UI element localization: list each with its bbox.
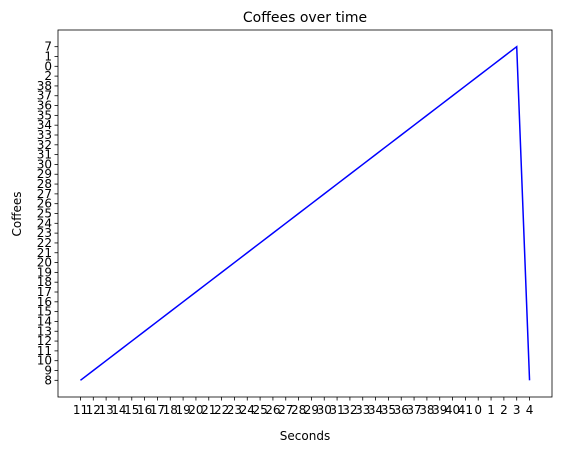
x-tick-label: 36 [394,403,409,417]
y-tick-label: 11 [37,344,52,358]
y-tick-label: 18 [37,275,52,289]
x-tick-label: 4 [526,403,534,417]
y-tick-label: 10 [37,354,52,368]
y-tick-label: 32 [37,138,52,152]
y-tick-label: 28 [37,177,52,191]
y-tick-label: 20 [37,256,52,270]
x-tick-label: 2 [500,403,508,417]
x-tick-label: 38 [419,403,434,417]
x-axis-label: Seconds [280,429,330,443]
x-tick-label: 28 [291,403,306,417]
x-tick-label: 14 [111,403,126,417]
x-tick-label: 19 [175,403,190,417]
x-tick-label: 11 [73,403,88,417]
x-tick-label: 13 [98,403,113,417]
line [79,45,531,381]
x-tick-label: 31 [329,403,344,417]
chart-title: Coffees over time [243,10,367,26]
y-tick-label: 38 [37,79,52,93]
y-tick-label: 26 [37,197,52,211]
y-tick-label: 14 [37,314,52,328]
y-tick-label: 0 [44,59,52,73]
x-tick-label: 41 [458,403,473,417]
x-tick-label: 3 [513,403,521,417]
y-tick-label: 30 [37,157,52,171]
y-tick-label: 19 [37,265,52,279]
x-tick-label: 37 [406,403,421,417]
y-tick-label: 27 [37,187,52,201]
y-tick-label: 16 [37,295,52,309]
y-tick-label: 2 [44,69,52,83]
x-tick-label: 33 [355,403,370,417]
x-tick-label: 30 [317,403,332,417]
x-tick-label: 23 [227,403,242,417]
x-tick-label: 39 [432,403,447,417]
x-tick-label: 22 [214,403,229,417]
x-tick-label: 18 [163,403,178,417]
y-tick-label: 35 [37,108,52,122]
y-tick-label: 17 [37,285,52,299]
y-tick-label: 23 [37,226,52,240]
y-tick-label: 7 [44,40,52,54]
y-tick-label: 22 [37,236,52,250]
y-tick-label: 31 [37,148,52,162]
y-tick-label: 37 [37,89,52,103]
x-tick-label: 26 [265,403,280,417]
x-tick-label: 12 [86,403,101,417]
y-tick-label: 15 [37,305,52,319]
x-tick-label: 32 [342,403,357,417]
y-tick-label: 24 [37,216,52,230]
x-tick-label: 24 [240,403,255,417]
y-tick-label: 21 [37,246,52,260]
y-tick-label: 33 [37,128,52,142]
y-tick-label: 1 [44,49,52,63]
y-axis-label: Coffees [10,191,24,236]
y-tick-label: 36 [37,99,52,113]
x-tick-label: 35 [381,403,396,417]
y-tick-label: 34 [37,118,52,132]
y-tick-label: 25 [37,207,52,221]
x-tick-label: 34 [368,403,383,417]
x-tick-label: 17 [150,403,165,417]
y-tick-label: 9 [44,364,52,378]
x-tick-label: 15 [124,403,139,417]
x-tick-label: 25 [252,403,267,417]
y-tick-label: 29 [37,167,52,181]
y-tick-label: 12 [37,334,52,348]
x-tick-label: 40 [445,403,460,417]
x-tick-label: 0 [474,403,482,417]
x-tick-label: 21 [201,403,216,417]
y-tick-label: 13 [37,324,52,338]
x-tick-label: 20 [188,403,203,417]
y-tick-label: 8 [44,373,52,387]
x-tick-label: 29 [304,403,319,417]
x-tick-label: 27 [278,403,293,417]
x-tick-label: 16 [137,403,152,417]
x-tick-label: 1 [487,403,495,417]
